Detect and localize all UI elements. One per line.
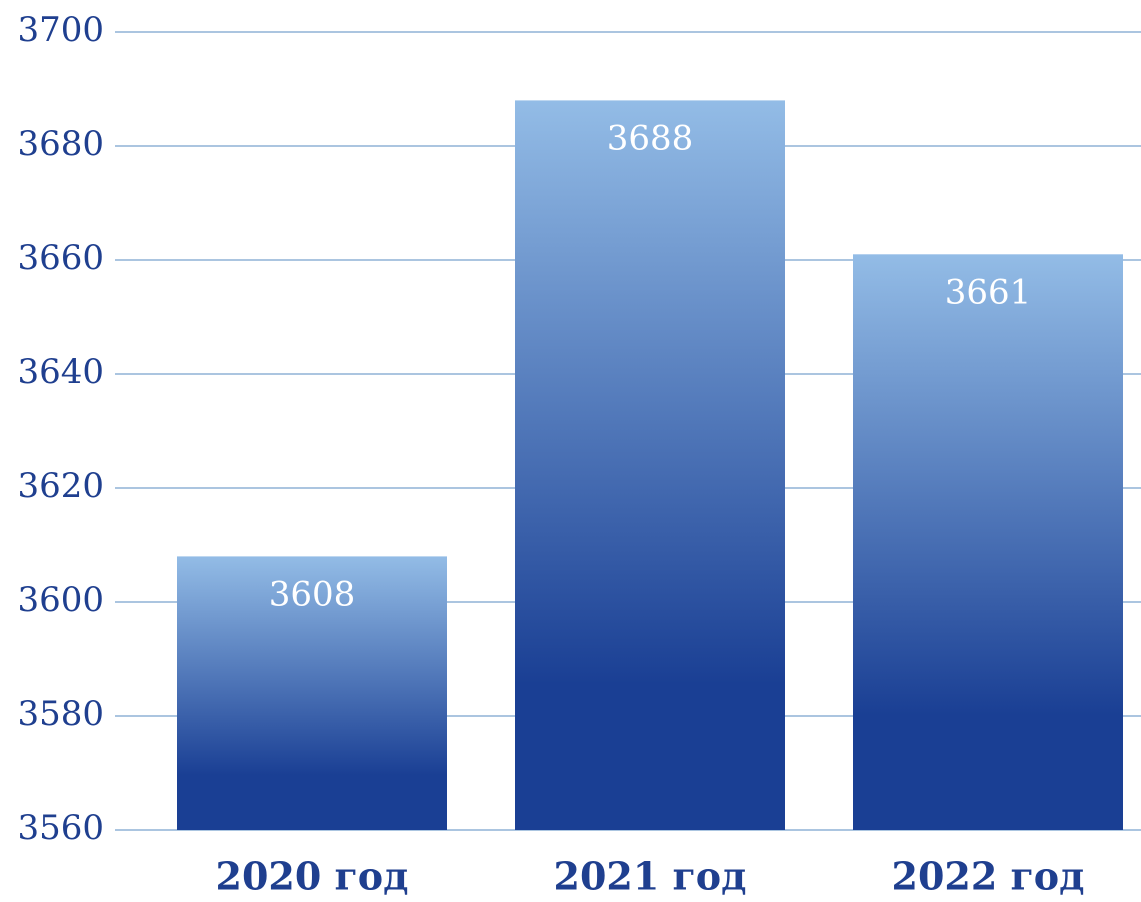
y-tick-label: 3640 bbox=[17, 352, 104, 392]
y-tick-label: 3600 bbox=[17, 580, 104, 620]
x-tick-label: 2022 год bbox=[892, 854, 1085, 899]
y-tick-label: 3660 bbox=[17, 238, 104, 278]
x-tick-label: 2020 год bbox=[216, 854, 409, 899]
bar bbox=[853, 254, 1123, 831]
value-label: 3661 bbox=[945, 272, 1032, 312]
y-tick-label: 3680 bbox=[17, 124, 104, 164]
y-tick-label: 3580 bbox=[17, 694, 104, 734]
y-tick-label: 3700 bbox=[17, 10, 104, 50]
y-tick-label: 3620 bbox=[17, 466, 104, 506]
value-label: 3608 bbox=[269, 574, 356, 614]
bar bbox=[177, 556, 447, 830]
bar bbox=[515, 100, 785, 830]
value-label: 3688 bbox=[607, 118, 694, 158]
x-tick-label: 2021 год bbox=[554, 854, 747, 899]
y-tick-label: 3560 bbox=[17, 808, 104, 848]
